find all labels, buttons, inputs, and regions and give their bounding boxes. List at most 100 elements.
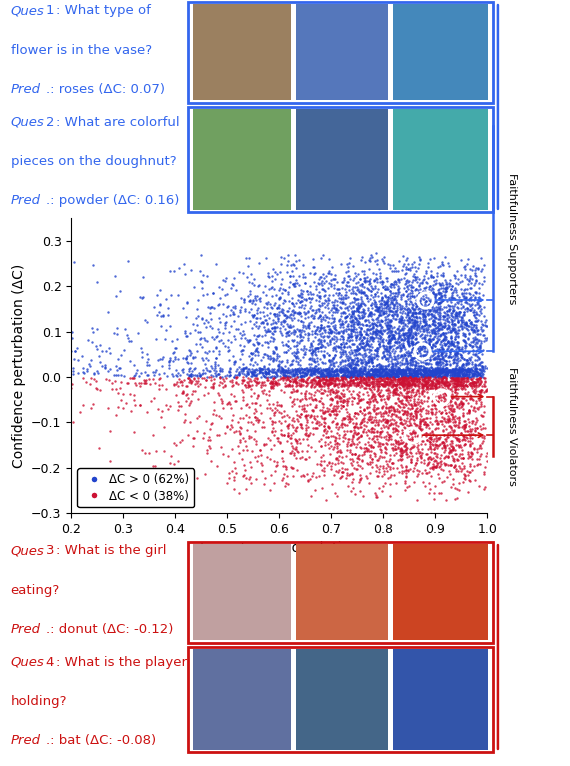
Point	[319, 378, 328, 390]
Point	[459, 452, 468, 464]
Point	[403, 336, 412, 349]
Point	[416, 294, 425, 306]
Point	[292, 385, 301, 397]
Point	[433, 313, 442, 326]
Point	[376, 444, 385, 456]
Point	[405, 394, 414, 406]
Point	[404, 337, 413, 349]
Point	[316, 313, 325, 326]
Point	[457, 463, 466, 475]
Point	[412, 470, 421, 482]
Point	[332, 402, 341, 414]
Point	[383, 376, 392, 388]
Point	[373, 305, 382, 317]
Point	[356, 370, 365, 382]
Point	[202, 373, 211, 385]
Point	[437, 367, 446, 379]
Point	[482, 334, 491, 346]
Point	[310, 319, 319, 332]
Point	[332, 356, 341, 368]
Point	[392, 370, 401, 382]
Point	[466, 362, 475, 374]
Point	[327, 368, 336, 380]
Point	[393, 424, 402, 437]
Point	[415, 306, 424, 319]
Point	[467, 393, 477, 405]
Point	[435, 370, 444, 382]
Point	[372, 298, 381, 310]
Point	[452, 353, 461, 365]
Point	[472, 287, 481, 300]
Point	[368, 308, 377, 320]
Point	[457, 371, 466, 383]
Point	[434, 283, 443, 295]
Point	[264, 365, 273, 377]
Point	[437, 358, 446, 370]
Point	[315, 458, 324, 470]
Point	[406, 326, 416, 338]
Point	[401, 332, 410, 345]
Point	[272, 370, 281, 382]
Point	[406, 353, 416, 365]
Point	[420, 378, 429, 391]
Point	[453, 300, 462, 313]
Point	[256, 362, 266, 375]
Point	[421, 349, 430, 362]
Point	[384, 329, 393, 342]
Point	[385, 429, 394, 441]
Point	[392, 378, 401, 391]
Point	[381, 408, 390, 420]
Point	[427, 298, 436, 310]
Point	[343, 363, 352, 375]
Point	[385, 453, 394, 465]
Point	[296, 289, 305, 301]
Point	[452, 378, 461, 391]
Point	[337, 317, 347, 329]
Point	[420, 428, 429, 440]
Point	[339, 372, 348, 384]
Point	[351, 332, 360, 344]
Point	[467, 423, 477, 435]
Point	[475, 458, 484, 470]
Point	[275, 437, 284, 449]
Point	[388, 442, 397, 454]
Point	[344, 411, 353, 424]
Point	[380, 360, 389, 372]
Point	[336, 293, 345, 306]
Point	[444, 365, 453, 378]
Point	[290, 259, 299, 271]
Point	[353, 268, 362, 280]
Point	[445, 377, 454, 389]
Point	[390, 336, 400, 348]
Point	[346, 369, 355, 381]
Point	[230, 368, 239, 381]
Point	[425, 436, 434, 448]
Point	[389, 300, 398, 312]
Point	[315, 335, 324, 347]
Point	[367, 353, 376, 365]
Point	[286, 312, 295, 324]
Point	[368, 316, 377, 329]
Point	[342, 325, 351, 337]
Point	[421, 331, 430, 343]
Point	[443, 378, 452, 391]
Point	[253, 312, 262, 324]
Point	[367, 421, 376, 434]
Point	[420, 332, 429, 344]
Point	[445, 364, 454, 376]
Point	[324, 292, 333, 304]
Point	[465, 294, 474, 306]
Point	[422, 357, 431, 369]
Point	[469, 336, 478, 348]
Point	[402, 460, 411, 473]
Point	[291, 434, 300, 447]
Point	[429, 295, 438, 307]
Point	[365, 370, 374, 382]
Point	[347, 368, 356, 380]
Point	[434, 438, 443, 450]
Point	[250, 339, 259, 351]
Point	[341, 428, 350, 440]
Point	[270, 322, 279, 334]
Point	[408, 336, 417, 348]
Point	[380, 326, 389, 338]
